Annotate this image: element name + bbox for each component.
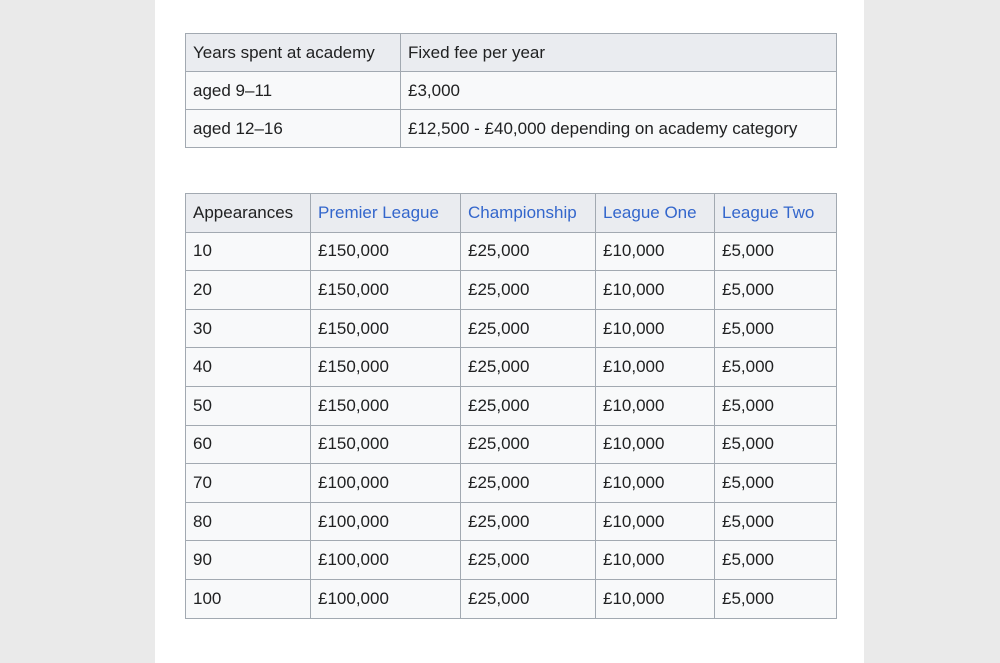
column-header: Fixed fee per year [400,33,837,72]
table-cell: £10,000 [595,270,715,310]
table-cell: £5,000 [714,424,837,465]
table-row: 10 £150,000 £25,000 £10,000 £5,000 [185,231,837,272]
table-cell: £10,000 [595,231,715,272]
table-cell: £10,000 [595,540,715,580]
table-row: 40 £150,000 £25,000 £10,000 £5,000 [185,347,837,387]
table-header-row: Years spent at academy Fixed fee per yea… [185,33,837,72]
table-cell: £12,500 - £40,000 depending on academy c… [400,109,837,148]
table-cell: £25,000 [460,308,596,349]
table-cell: 70 [185,463,311,503]
column-header: Years spent at academy [185,33,401,72]
table-cell: £100,000 [310,501,461,542]
table-cell: £5,000 [714,463,837,503]
table-cell: 100 [185,578,311,619]
table-row: 50 £150,000 £25,000 £10,000 £5,000 [185,385,837,426]
table-cell: 10 [185,231,311,272]
table-cell: £25,000 [460,270,596,310]
table-cell: £150,000 [310,424,461,465]
table-row: 30 £150,000 £25,000 £10,000 £5,000 [185,308,837,349]
table-cell: £5,000 [714,578,837,619]
academy-fees-table: Years spent at academy Fixed fee per yea… [185,33,837,148]
table-cell: £5,000 [714,385,837,426]
table-cell: £25,000 [460,347,596,387]
table-cell: £5,000 [714,231,837,272]
table-cell: £150,000 [310,308,461,349]
table-cell: aged 9–11 [185,71,401,110]
table-cell: £25,000 [460,231,596,272]
column-header-appearances: Appearances [185,193,311,233]
table-cell: £10,000 [595,463,715,503]
table-cell: 90 [185,540,311,580]
table-cell: £10,000 [595,385,715,426]
table-row: 60 £150,000 £25,000 £10,000 £5,000 [185,424,837,465]
table-cell: £100,000 [310,578,461,619]
table-cell: £100,000 [310,463,461,503]
championship-link[interactable]: Championship [460,193,596,233]
table-cell: £3,000 [400,71,837,110]
table-cell: £10,000 [595,578,715,619]
table-cell: 30 [185,308,311,349]
table-cell: £5,000 [714,540,837,580]
table-cell: 50 [185,385,311,426]
table-cell: £25,000 [460,578,596,619]
table-header-row: Appearances Premier League Championship … [185,193,837,233]
table-cell: £25,000 [460,424,596,465]
table-cell: £150,000 [310,270,461,310]
table-row: aged 9–11 £3,000 [185,71,837,110]
table-cell: £150,000 [310,231,461,272]
table-cell: £100,000 [310,540,461,580]
table-cell: £25,000 [460,501,596,542]
table-row: 70 £100,000 £25,000 £10,000 £5,000 [185,463,837,503]
table-row: 100 £100,000 £25,000 £10,000 £5,000 [185,578,837,619]
league-one-link[interactable]: League One [595,193,715,233]
table-row: 20 £150,000 £25,000 £10,000 £5,000 [185,270,837,310]
table-cell: 80 [185,501,311,542]
article-page: Years spent at academy Fixed fee per yea… [155,0,864,663]
premier-league-link[interactable]: Premier League [310,193,461,233]
table-cell: £5,000 [714,347,837,387]
table-cell: £5,000 [714,270,837,310]
table-cell: £10,000 [595,308,715,349]
table-cell: £10,000 [595,347,715,387]
table-row: 90 £100,000 £25,000 £10,000 £5,000 [185,540,837,580]
table-cell: £25,000 [460,463,596,503]
table-cell: £10,000 [595,501,715,542]
table-row: aged 12–16 £12,500 - £40,000 depending o… [185,109,837,148]
table-cell: £10,000 [595,424,715,465]
table-cell: 60 [185,424,311,465]
table-cell: £5,000 [714,308,837,349]
table-row: 80 £100,000 £25,000 £10,000 £5,000 [185,501,837,542]
appearance-compensation-table: Appearances Premier League Championship … [185,193,837,619]
table-cell: 40 [185,347,311,387]
table-cell: £150,000 [310,385,461,426]
table-cell: £5,000 [714,501,837,542]
table-cell: £25,000 [460,540,596,580]
table-cell: £25,000 [460,385,596,426]
table-cell: £150,000 [310,347,461,387]
league-two-link[interactable]: League Two [714,193,837,233]
table-cell: aged 12–16 [185,109,401,148]
table-cell: 20 [185,270,311,310]
